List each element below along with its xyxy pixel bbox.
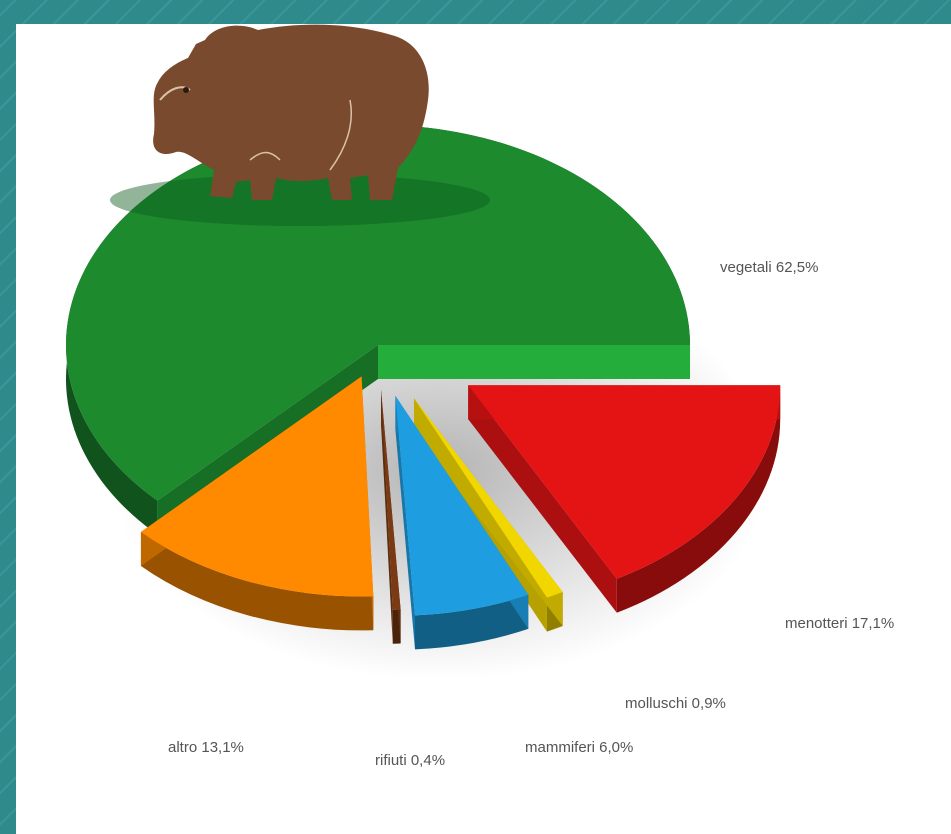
slice-label-4: rifiuti 0,4%: [375, 752, 445, 769]
pie-slice-top-2: [414, 398, 563, 598]
pie-slice-cut-a-0: [378, 345, 690, 379]
pie-slice-top-4: [381, 389, 401, 610]
pie-slice-side-0: [65, 125, 690, 535]
pie-slice-top-0: [65, 125, 690, 501]
pie-slice-cut-b-2: [414, 398, 563, 626]
slice-label-5: altro 13,1%: [168, 739, 244, 756]
pie-slice-top-1: [468, 385, 781, 579]
pie-slice-4: [381, 389, 401, 644]
slice-label-1: menotteri 17,1%: [785, 615, 894, 632]
pie-slice-5: [140, 376, 374, 631]
pie-slice-1: [468, 385, 781, 613]
pie-slice-side-1: [616, 385, 781, 613]
pie-slice-cut-a-1: [468, 385, 617, 613]
pie-slice-cut-a-3: [395, 395, 415, 650]
pie-slice-top-5: [140, 376, 374, 597]
slice-label-2: molluschi 0,9%: [625, 695, 726, 712]
pie-slice-side-5: [140, 531, 374, 631]
slice-label-0: vegetali 62,5%: [720, 259, 818, 276]
pie-slice-3: [395, 395, 529, 650]
pie-slice-top-3: [395, 395, 529, 616]
pie-slice-side-3: [414, 594, 529, 650]
slice-label-3: mammiferi 6,0%: [525, 739, 633, 756]
bear-icon: [110, 24, 490, 226]
